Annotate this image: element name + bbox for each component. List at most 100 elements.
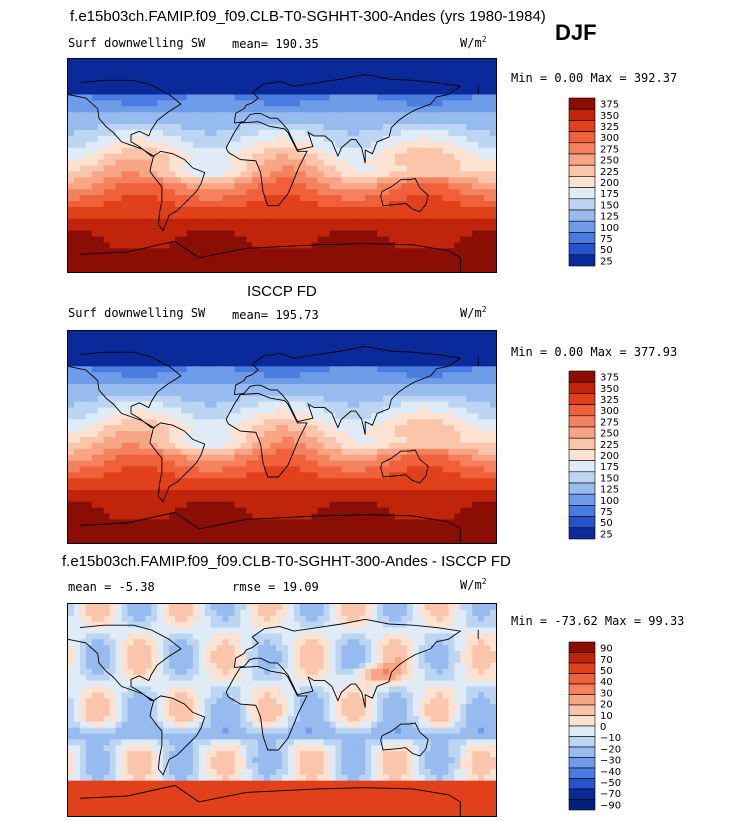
map-shading <box>68 59 496 272</box>
panel2-variable-label: Surf downwelling SW <box>68 306 206 320</box>
colorbar-level-label: 300 <box>600 406 619 417</box>
colorbar-level-label: 175 <box>600 189 619 200</box>
colorbar-swatch <box>568 715 596 727</box>
colorbar-swatch <box>568 527 596 540</box>
coastlines <box>68 73 479 272</box>
colorbar-swatch <box>568 381 596 394</box>
colorbar-swatch <box>568 694 596 706</box>
colorbar-swatch <box>568 799 596 811</box>
colorbar-level-label: 250 <box>600 156 619 167</box>
colorbar-level-label: 150 <box>600 473 619 484</box>
panel1-map <box>67 58 497 273</box>
colorbar-level-label: 25 <box>600 529 613 540</box>
colorbar-swatch <box>568 652 596 664</box>
panel3-colorbar: 90 70 50 40 30 20 10 0 −10 −20 −30 −40 −50 −70 −90 <box>568 641 629 812</box>
colorbar-level-label: 50 <box>600 245 613 256</box>
colorbar-swatch <box>568 482 596 495</box>
panel3-map <box>67 603 497 817</box>
colorbar-swatch <box>568 415 596 428</box>
colorbar-swatch <box>568 198 596 211</box>
colorbar-swatch <box>568 131 596 144</box>
panel2-units-label: W/m2 <box>460 305 487 320</box>
colorbar-swatch <box>568 788 596 800</box>
colorbar-swatch <box>568 471 596 484</box>
colorbar-level-label: 275 <box>600 417 619 428</box>
panel1-colorbar: 375 350 325 300 275 250 225 200 175 150 125 100 75 50… <box>568 97 629 268</box>
panel2-mean-label: mean= 195.73 <box>232 308 319 322</box>
colorbar-level-label: 70 <box>600 655 613 666</box>
panel3-map-field <box>68 604 496 816</box>
colorbar-swatch <box>568 108 596 121</box>
colorbar-swatch <box>568 393 596 405</box>
colorbar-swatch <box>568 757 596 769</box>
colorbar-swatch <box>568 220 596 233</box>
panel2-title: ISCCP FD <box>247 283 317 300</box>
colorbar-level-label: 40 <box>600 677 613 688</box>
colorbar-swatch <box>568 232 596 244</box>
colorbar-level-label: 50 <box>600 518 613 529</box>
map-shading <box>68 331 496 543</box>
colorbar-swatch <box>568 683 596 695</box>
colorbar-level-label: −20 <box>600 744 621 755</box>
colorbar-swatch <box>568 460 596 473</box>
colorbar-swatch <box>568 164 596 177</box>
colorbar-swatch <box>568 176 596 188</box>
panel1-variable-label: Surf downwelling SW <box>68 36 206 50</box>
panel1-units-label: W/m2 <box>460 35 487 50</box>
colorbar-level-label: 125 <box>600 212 619 223</box>
colorbar-level-label: −30 <box>600 756 621 767</box>
colorbar-swatch <box>568 209 596 222</box>
colorbar-level-label: 90 <box>600 644 613 655</box>
colorbar-level-label: 325 <box>600 395 619 406</box>
colorbar-swatch <box>568 662 596 674</box>
colorbar-level-label: 300 <box>600 133 619 144</box>
panel3-rmse-label: rmse = 19.09 <box>232 580 319 594</box>
colorbar-level-label: 150 <box>600 200 619 211</box>
panel1-range-label: Min = 0.00 Max = 392.37 <box>511 71 678 85</box>
colorbar-level-label: −70 <box>600 789 621 800</box>
colorbar-level-label: 25 <box>600 256 613 267</box>
panel2-map-field <box>68 331 496 543</box>
colorbar-swatch <box>568 437 596 450</box>
colorbar-swatch <box>568 736 596 748</box>
colorbar-swatch <box>568 187 596 200</box>
colorbar-swatch <box>568 673 596 685</box>
colorbar-swatch <box>568 449 596 461</box>
colorbar-level-label: −10 <box>600 733 621 744</box>
colorbar-level-label: 125 <box>600 485 619 496</box>
map-shading <box>68 604 496 816</box>
colorbar-swatch <box>568 516 596 529</box>
colorbar-level-label: 175 <box>600 462 619 473</box>
colorbar-swatch <box>568 254 596 267</box>
panel3-title: f.e15b03ch.FAMIP.f09_f09.CLB-T0-SGHHT-30… <box>62 553 511 570</box>
colorbar-level-label: 30 <box>600 688 613 699</box>
colorbar-level-label: 100 <box>600 496 619 507</box>
colorbar-swatch <box>568 493 596 506</box>
colorbar-swatch <box>568 426 596 439</box>
season-label: DJF <box>555 20 597 45</box>
panel1-map-field <box>68 59 496 272</box>
colorbar-level-label: 10 <box>600 711 613 722</box>
colorbar-level-label: −40 <box>600 767 621 778</box>
colorbar-level-label: 225 <box>600 440 619 451</box>
colorbar-swatch <box>568 746 596 758</box>
colorbar-level-label: 50 <box>600 666 613 677</box>
panel2-range-label: Min = 0.00 Max = 377.93 <box>511 345 678 359</box>
colorbar-swatch <box>568 778 596 790</box>
colorbar-swatch <box>568 404 596 417</box>
coastlines <box>68 618 479 816</box>
colorbar-level-label: 325 <box>600 122 619 133</box>
colorbar-level-label: 20 <box>600 700 613 711</box>
colorbar-swatch <box>568 97 596 110</box>
colorbar-level-label: 200 <box>600 178 619 189</box>
colorbar-level-label: −90 <box>600 800 621 811</box>
panel1-mean-label: mean= 190.35 <box>232 37 319 51</box>
colorbar-swatch <box>568 142 596 155</box>
colorbar-level-label: 200 <box>600 451 619 462</box>
colorbar-swatch <box>568 153 596 166</box>
panel2-map <box>67 330 497 544</box>
colorbar-swatch <box>568 641 596 653</box>
colorbar-level-label: 75 <box>600 507 613 518</box>
colorbar-level-label: 275 <box>600 144 619 155</box>
main-title: f.e15b03ch.FAMIP.f09_f09.CLB-T0-SGHHT-30… <box>70 8 546 25</box>
